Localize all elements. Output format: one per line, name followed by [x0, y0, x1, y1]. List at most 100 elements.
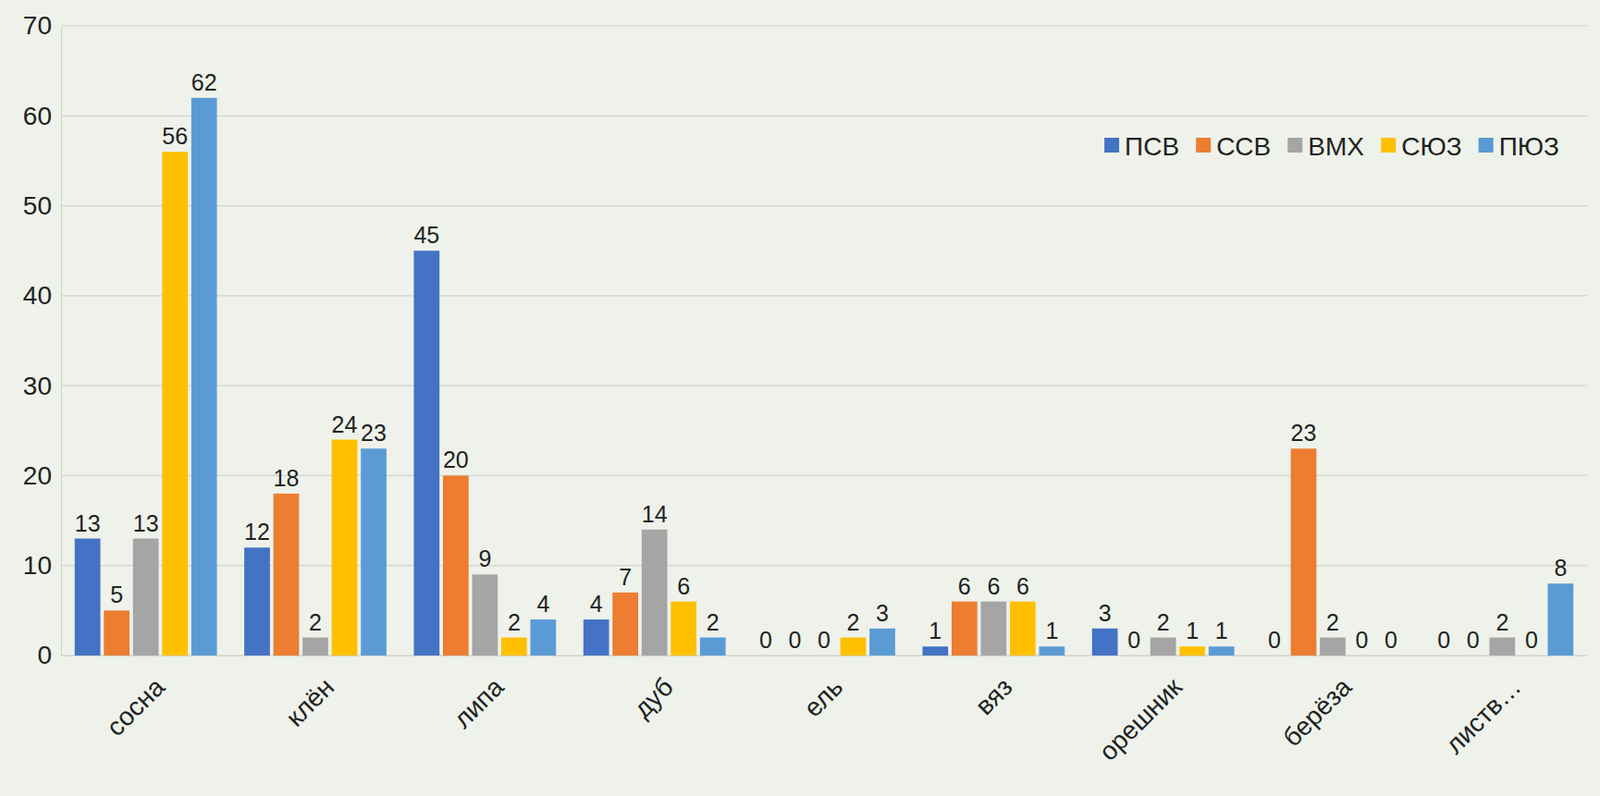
y-tick-label: 30 — [23, 371, 52, 401]
bar — [782, 655, 809, 657]
x-tick-label: липа — [447, 672, 510, 735]
data-label: 6 — [986, 573, 1000, 600]
bar — [74, 539, 101, 656]
grid-line — [61, 115, 1588, 117]
x-tick-label: берёза — [1277, 672, 1357, 752]
bar — [752, 655, 779, 657]
x-tick-label: вяз — [970, 672, 1019, 721]
grid — [61, 25, 1588, 656]
data-label: 0 — [1267, 627, 1281, 653]
bar — [302, 638, 329, 656]
legend-label: ПЮЗ — [1499, 132, 1560, 161]
x-tick-label: ель — [798, 672, 849, 723]
y-tick-label: 40 — [23, 281, 52, 310]
data-label: 0 — [817, 627, 831, 653]
bar — [103, 610, 130, 656]
x-tick: вяз — [970, 655, 1019, 721]
y-tick: 20 — [23, 461, 62, 491]
y-tick-label: 50 — [23, 191, 52, 221]
legend-label: ПСВ — [1124, 132, 1180, 161]
data-label: 8 — [1553, 554, 1567, 581]
bar — [922, 646, 948, 656]
data-label: 23 — [1291, 419, 1317, 446]
bar — [471, 574, 498, 656]
legend-label: ВМХ — [1307, 132, 1365, 161]
data-label: 6 — [676, 573, 690, 600]
bar — [980, 602, 1007, 656]
y-axis: 010203040506070 — [23, 11, 62, 670]
bar — [1179, 646, 1206, 656]
data-label: 0 — [1355, 627, 1369, 653]
x-axis: соснаклёнлипадубельвязорешникберёзалиств… — [61, 655, 1588, 767]
bar — [1518, 655, 1545, 657]
bar — [1038, 646, 1065, 656]
bar — [1261, 655, 1288, 657]
data-label: 18 — [273, 465, 300, 492]
bar — [1150, 638, 1177, 656]
bar — [529, 619, 556, 656]
data-label: 13 — [133, 510, 160, 537]
bar — [840, 638, 867, 656]
legend-item: ПЮЗ — [1478, 132, 1560, 161]
bar — [244, 547, 271, 656]
data-label: 2 — [1326, 609, 1340, 636]
bar — [273, 493, 300, 656]
data-label: 3 — [875, 600, 889, 627]
x-tick: листв… — [1440, 655, 1527, 760]
bar — [869, 628, 896, 656]
legend-swatch — [1104, 137, 1120, 153]
bar — [1378, 655, 1404, 657]
data-label: 5 — [110, 581, 124, 608]
data-label: 1 — [1215, 617, 1229, 644]
bar — [1291, 448, 1317, 656]
data-label: 23 — [360, 419, 387, 446]
x-axis-line — [61, 655, 1588, 657]
bars — [74, 98, 1574, 656]
data-label: 0 — [1525, 627, 1539, 653]
background — [0, 0, 1600, 796]
data-label: 7 — [618, 564, 632, 591]
x-tick: клён — [280, 655, 340, 733]
data-label: 56 — [161, 123, 188, 149]
y-tick: 10 — [23, 551, 62, 580]
data-label: 2 — [706, 609, 720, 636]
legend-item: ССВ — [1195, 132, 1271, 161]
bar — [583, 619, 610, 656]
y-tick-label: 20 — [23, 461, 52, 491]
data-label: 0 — [788, 627, 802, 653]
bar — [360, 448, 387, 656]
bar — [191, 98, 218, 656]
bar — [700, 638, 727, 656]
x-tick: берёза — [1277, 655, 1357, 752]
y-tick: 50 — [23, 191, 62, 221]
data-label: 2 — [1156, 609, 1170, 636]
x-tick: дуб — [627, 655, 679, 724]
y-tick-label: 60 — [23, 101, 52, 131]
grid-line — [61, 24, 1588, 26]
data-label: 20 — [443, 446, 469, 473]
bar — [1120, 655, 1147, 657]
x-tick-label: сосна — [100, 672, 171, 742]
legend-swatch — [1195, 137, 1211, 153]
data-label: 2 — [507, 609, 521, 636]
bar — [1092, 628, 1119, 656]
data-label: 1 — [1045, 617, 1059, 644]
bar — [612, 592, 639, 656]
bar — [1547, 583, 1574, 656]
bar — [332, 440, 358, 656]
x-tick: сосна — [100, 655, 171, 742]
data-label: 0 — [1437, 627, 1451, 653]
grid-line — [61, 295, 1588, 296]
legend-item: ПСВ — [1104, 132, 1180, 161]
data-label: 24 — [332, 411, 358, 438]
x-tick-label: листв… — [1440, 672, 1527, 760]
data-label: 0 — [1127, 627, 1141, 653]
data-label: 45 — [413, 221, 440, 248]
bar — [1349, 655, 1376, 657]
legend: ПСВ ССВ ВМХ СЮЗ ПЮЗ — [1104, 132, 1560, 161]
grid-line — [61, 385, 1588, 387]
data-label: 2 — [847, 609, 861, 636]
legend-label: СЮЗ — [1401, 132, 1462, 161]
data-label: 1 — [928, 617, 942, 644]
y-tick-label: 10 — [23, 551, 52, 580]
